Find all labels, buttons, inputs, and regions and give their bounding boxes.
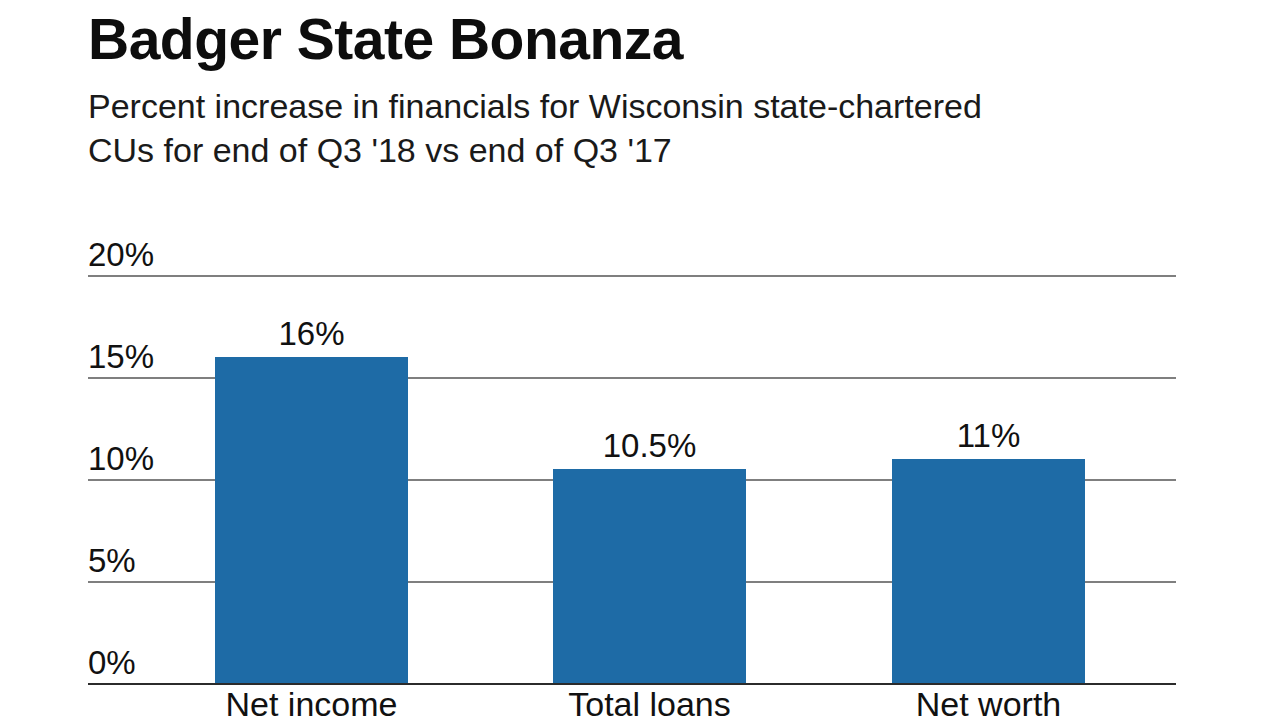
y-axis-label-20pct: 20% <box>88 238 228 272</box>
bar-value-label-net-worth: 11% <box>842 418 1135 454</box>
y-axis-label-10pct: 10% <box>88 442 228 476</box>
bar-net-income <box>215 357 408 683</box>
gridline-20pct <box>88 275 1176 277</box>
x-axis-category-net-worth: Net worth <box>832 686 1145 720</box>
plot-area: 20% 15% 10% 5% 0% 16% 10.5% 11% Net inco… <box>0 0 1280 720</box>
x-axis-category-total-loans: Total loans <box>493 686 806 720</box>
bar-net-worth <box>892 459 1085 683</box>
bar-value-label-net-income: 16% <box>165 316 458 352</box>
y-axis-label-5pct: 5% <box>88 544 228 578</box>
bar-total-loans <box>553 469 746 683</box>
x-axis-category-net-income: Net income <box>155 686 468 720</box>
chart-card: Badger State Bonanza Percent increase in… <box>0 0 1280 720</box>
y-axis-label-0pct: 0% <box>88 646 228 680</box>
bar-value-label-total-loans: 10.5% <box>503 428 796 464</box>
